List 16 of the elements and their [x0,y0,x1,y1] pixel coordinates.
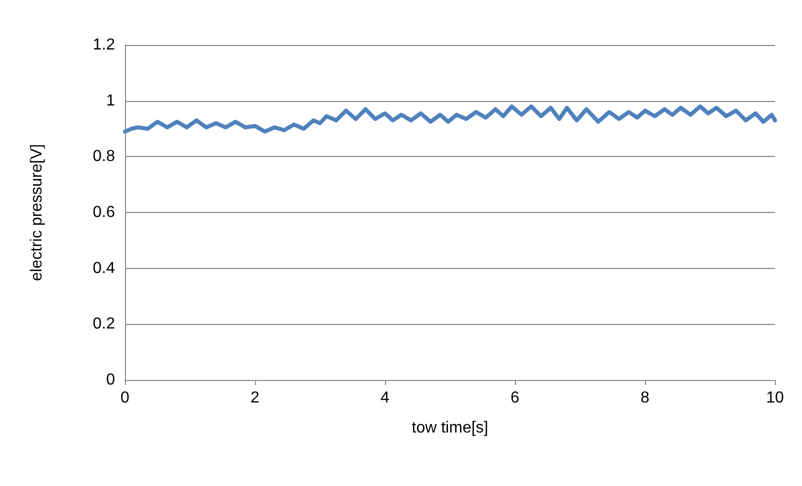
x-tick-label: 4 [380,390,390,406]
x-tick-label: 10 [766,390,784,406]
y-tick-label: 0.4 [92,260,116,277]
x-tick-label: 6 [510,390,520,406]
y-tick-label: 0.2 [92,316,116,333]
y-axis-title: electric pressure[V] [28,144,46,281]
y-tick-label: 0 [106,372,116,388]
x-tick-label: 2 [250,390,260,406]
y-tick-label: 1.2 [92,36,116,54]
line-series [123,104,777,134]
y-tick-label: 1 [106,92,116,110]
x-tick-label: 0 [120,390,130,406]
x-tick-label: 8 [640,390,650,406]
y-tick-label: 0.8 [92,148,116,166]
x-axis-title: tow time[s] [412,420,488,436]
y-tick-label: 0.6 [92,204,116,221]
